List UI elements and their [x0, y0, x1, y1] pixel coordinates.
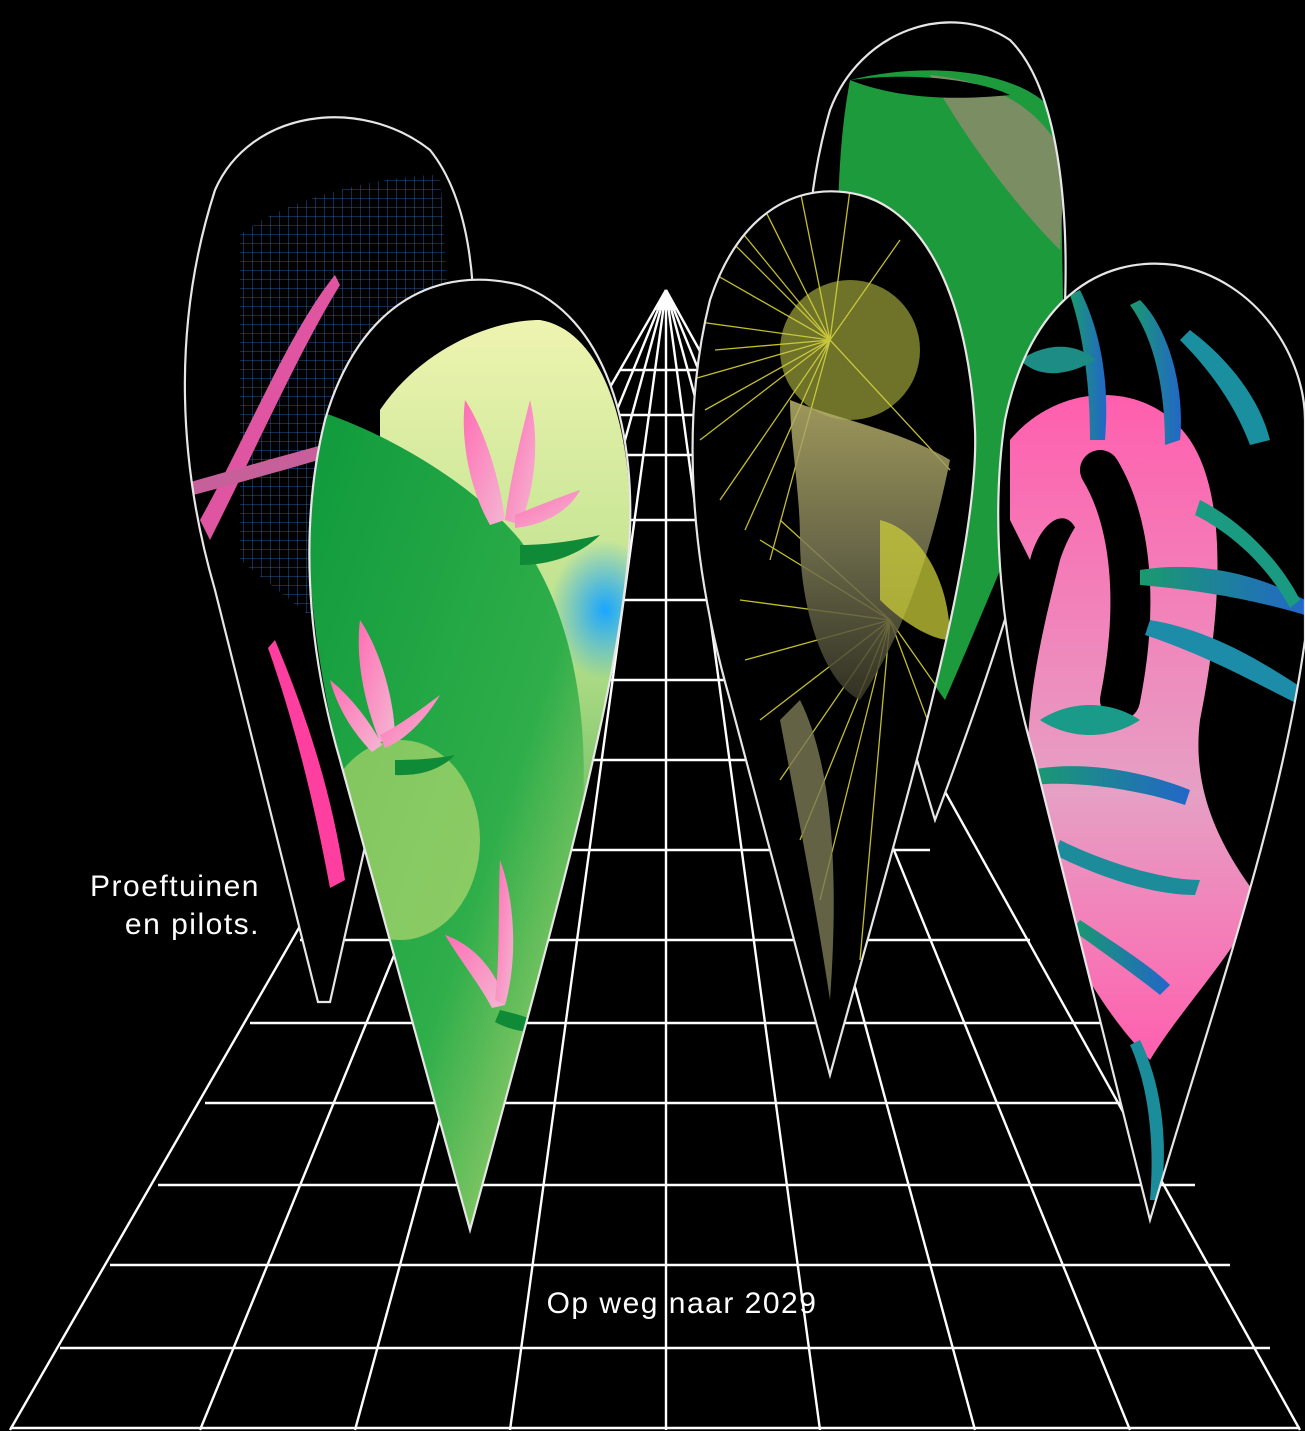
drop-yellow-rays-outline	[691, 190, 977, 1080]
caption-proeftuinen: Proeftuinen en pilots.	[60, 868, 260, 944]
drop-pink-leaves-outline	[997, 262, 1305, 1225]
drop-grid-left-outline	[183, 116, 475, 1004]
drop-green-flowers	[309, 279, 631, 1230]
caption-line-1: Proeftuinen	[90, 870, 260, 903]
drop-green-flowers-outline	[308, 278, 632, 1235]
caption-op-weg: Op weg naar 2029	[546, 1287, 818, 1320]
caption-line-2: en pilots.	[124, 908, 260, 941]
vanishing-point	[656, 290, 676, 310]
